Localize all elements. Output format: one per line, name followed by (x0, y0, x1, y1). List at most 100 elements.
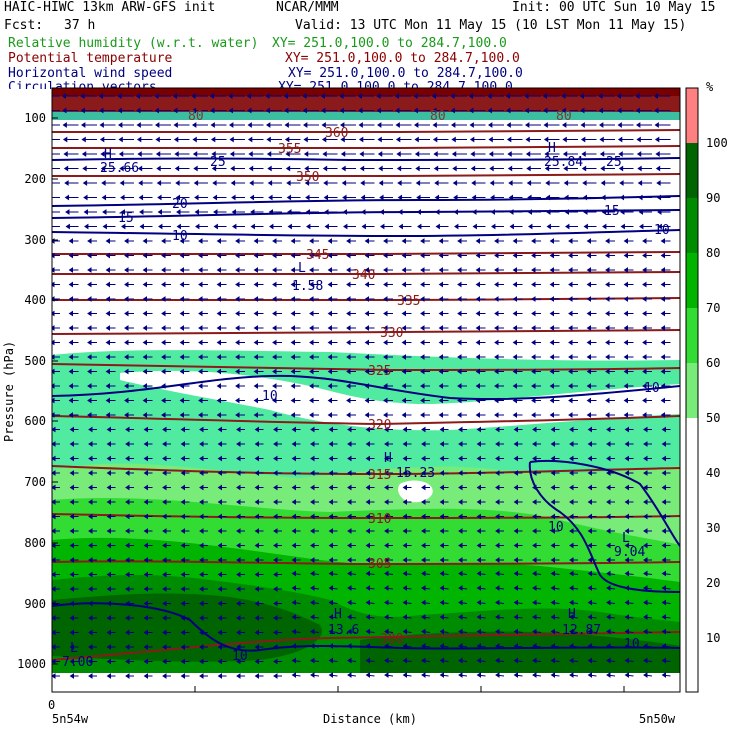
wind-vector-head (402, 513, 407, 520)
wind-vector-head (161, 252, 166, 259)
wind-vector-head (236, 542, 241, 549)
wind-vector-head (476, 513, 481, 520)
wind-vector-head (505, 93, 510, 99)
wind-vector-head (254, 571, 259, 578)
wind-vector-head (82, 165, 87, 172)
wind-vector-head (513, 599, 518, 606)
wind-vector-head (531, 238, 536, 244)
wind-vector-head (180, 644, 185, 650)
wind-vector-head (347, 585, 352, 591)
wind-vector-head (179, 339, 184, 346)
wind-vector-head (68, 238, 73, 244)
wind-vector-head (606, 528, 611, 534)
wind-vector-head (253, 267, 258, 273)
wind-vector-head (402, 570, 407, 577)
wind-vector-head (142, 310, 147, 317)
wind-vector-head (569, 570, 574, 577)
wind-vector-head (88, 600, 93, 607)
wind-vector-head (290, 252, 295, 259)
wind-vector-head (125, 441, 130, 447)
wind-vector-head (619, 194, 625, 201)
wind-vector-head (88, 499, 93, 505)
wind-vector-head (587, 628, 592, 635)
wind-vector-head (320, 93, 325, 99)
wind-vector-head (402, 672, 407, 678)
wind-vector-head (495, 628, 500, 635)
wind-vector-head (383, 296, 388, 302)
wind-vector-head (305, 209, 310, 215)
wind-vector-head (383, 267, 388, 273)
wind-vector-head (88, 484, 93, 491)
wind-vector-head (105, 412, 110, 418)
wind-vector-head (569, 455, 574, 462)
wind-vector-head (273, 644, 278, 650)
wind-vector-head (87, 281, 92, 288)
wind-vector-head (217, 542, 222, 549)
wind-vector-head (124, 368, 129, 375)
wind-vector-head (568, 238, 573, 244)
wind-10-upper (52, 229, 680, 238)
wind-vector-head (137, 151, 142, 157)
wind-vector-head (253, 339, 258, 346)
wind-vector-head (125, 586, 130, 592)
wind-vector-head (660, 383, 665, 389)
wind-vector-head (660, 310, 665, 317)
wind-vector-head (458, 628, 463, 635)
wind-vector-head (642, 267, 647, 273)
wind-vector-head (179, 368, 184, 375)
wind-vector-head (421, 614, 426, 620)
wind-vector-head (513, 557, 518, 563)
wind-vector-head (236, 513, 241, 520)
wind-vector-head (342, 194, 347, 201)
wind-label-25a: 25 (210, 155, 226, 170)
wind-vector-head (87, 296, 92, 302)
wind-vector-head (310, 557, 315, 563)
wind-vector-head (569, 499, 574, 505)
wind-vector-head (450, 122, 456, 128)
wind-vector-head (254, 600, 259, 607)
wind-vector-head (606, 643, 611, 649)
wind-vector-head (395, 136, 401, 143)
wind-vector-head (143, 557, 148, 563)
wind-vector-head (512, 296, 517, 302)
x-axis-left-location: 5n54w (52, 712, 89, 726)
wind-vector-head (438, 281, 443, 288)
wind-vector-head (69, 644, 74, 650)
wind-vector-head (231, 194, 236, 201)
wind-vector-head (550, 455, 555, 462)
wind-vector-head (453, 209, 458, 215)
wind-vector-head (421, 484, 426, 491)
wind-vector-head (321, 136, 327, 143)
wind-vector-head (69, 615, 74, 621)
wind-vector-head (302, 107, 307, 114)
wind-vector-head (118, 136, 123, 143)
wind-vector-head (339, 107, 344, 114)
wind-vector-head (476, 542, 481, 549)
wind-vector-head (531, 325, 536, 331)
wind-vector-head (586, 325, 591, 331)
wind-vector-head (45, 138, 48, 142)
extremum-mark-h2: H (548, 141, 556, 156)
wind-vector-head (383, 281, 388, 288)
wind-vector-head (162, 528, 167, 534)
wind-vector-head (303, 151, 309, 157)
wind-vector-head (532, 542, 537, 549)
wind-vector-head (601, 209, 606, 215)
wind-vector-head (508, 194, 514, 201)
wind-vector-head (364, 281, 369, 288)
extremum-mark-h4: H (334, 607, 342, 622)
wind-vector-head (643, 599, 648, 606)
wind-vector-head (253, 238, 258, 244)
wind-vector-head (310, 599, 315, 606)
wind-vector-head (327, 267, 332, 273)
y-tick-label: 900 (24, 597, 46, 611)
wind-vector-head (432, 107, 437, 114)
wind-vector-head (383, 383, 388, 389)
wind-vector-head (439, 470, 444, 476)
wind-vector-head (568, 339, 573, 346)
wind-vector-head (347, 513, 352, 520)
wind-vector-head (347, 628, 352, 635)
wind-vector-head (439, 542, 444, 549)
wind-vector-head (119, 180, 125, 186)
wind-vector-head (272, 267, 277, 273)
